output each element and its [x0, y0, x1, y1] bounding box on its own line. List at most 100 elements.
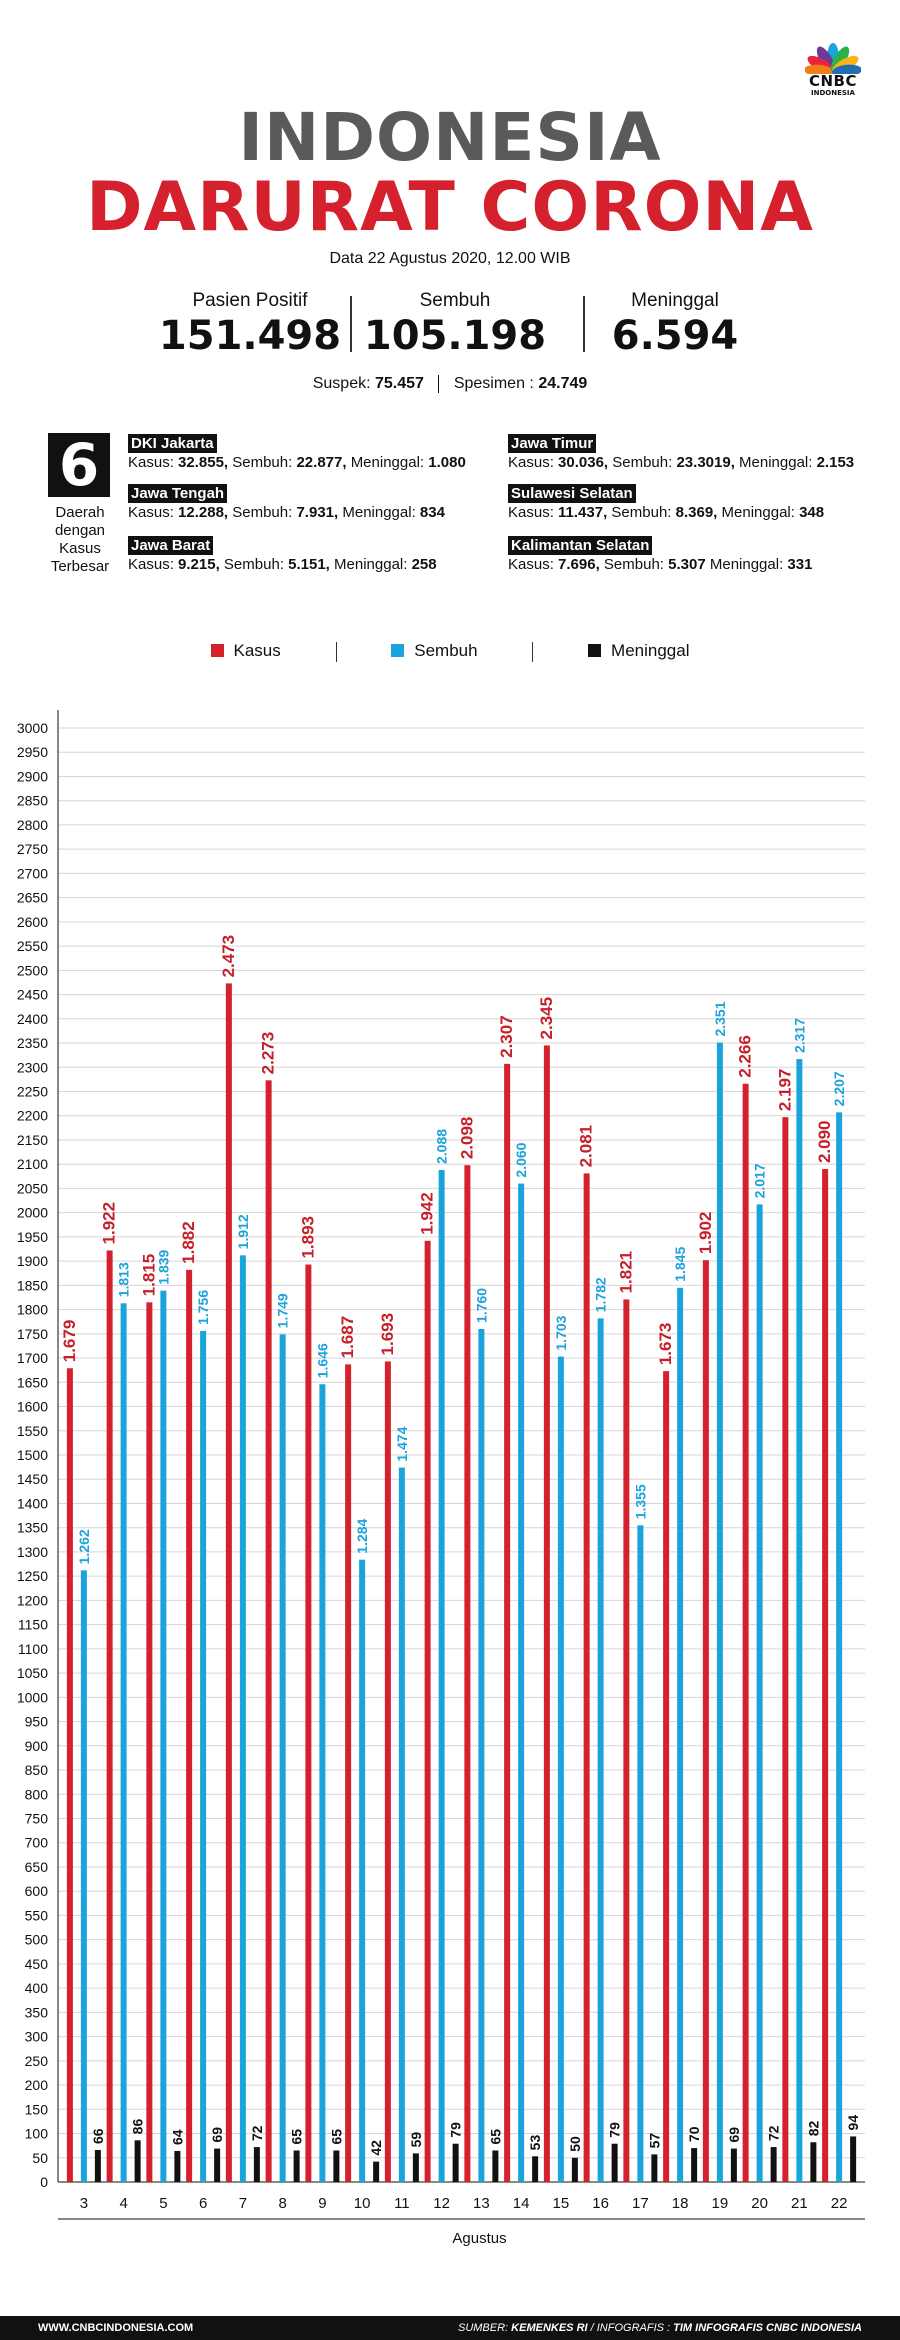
- kasus-label: Kasus:: [508, 454, 554, 471]
- legend-swatch: [391, 644, 405, 657]
- data-label-kasus: 1.821: [616, 1251, 635, 1294]
- bar-kasus: [305, 1264, 312, 2182]
- y-tick-label: 2850: [17, 793, 48, 809]
- data-label-meninggal: 65: [328, 2129, 344, 2145]
- legend-label: Kasus: [233, 641, 281, 660]
- y-tick-label: 1000: [17, 1689, 48, 1705]
- x-tick-label: 21: [791, 2195, 808, 2212]
- legend-swatch: [588, 644, 602, 657]
- region-count: 6: [48, 433, 110, 497]
- footer: WWW.CNBCINDONESIA.COM SUMBER: KEMENKES R…: [0, 2316, 900, 2340]
- y-tick-label: 2900: [17, 768, 48, 784]
- data-label-kasus: 2.307: [497, 1015, 516, 1058]
- bar-sembuh: [796, 1059, 803, 2182]
- title-line2: DARURAT CORONA: [86, 168, 814, 247]
- data-label-meninggal: 57: [646, 2133, 662, 2149]
- bar-meninggal: [373, 2161, 380, 2182]
- bar-kasus: [583, 1173, 590, 2182]
- brand-logo: CNBC INDONESIA: [790, 34, 876, 97]
- y-tick-label: 850: [25, 1762, 49, 1778]
- y-tick-label: 300: [25, 2029, 49, 2045]
- kasus-value: 32.855,: [178, 454, 229, 471]
- region-jawa-timur: Jawa Timur Kasus: 30.036, Sembuh: 23.301…: [508, 434, 854, 472]
- data-label-kasus: 1.679: [60, 1320, 79, 1363]
- y-tick-label: 2400: [17, 1011, 48, 1027]
- kasus-label: Kasus:: [128, 454, 174, 471]
- meninggal-label: Meninggal:: [721, 504, 795, 521]
- data-label-sembuh: 2.088: [434, 1129, 450, 1164]
- x-tick-label: 11: [394, 2195, 410, 2212]
- bar-sembuh: [239, 1255, 246, 2182]
- x-tick-label: 14: [513, 2195, 530, 2212]
- legend-label: Meninggal: [611, 641, 690, 660]
- bar-kasus: [464, 1165, 471, 2182]
- stat-sembuh: Sembuh 105.198: [355, 290, 555, 360]
- data-label-meninggal: 79: [607, 2122, 623, 2138]
- bar-meninggal: [333, 2150, 340, 2182]
- sembuh-value: 5.151,: [288, 556, 330, 573]
- x-tick-label: 16: [592, 2195, 609, 2212]
- data-label-sembuh: 2.351: [712, 1001, 728, 1036]
- data-label-meninggal: 53: [527, 2135, 543, 2151]
- peacock-icon: [805, 43, 861, 74]
- sembuh-value: 23.3019,: [676, 454, 735, 471]
- y-tick-label: 1100: [18, 1641, 48, 1657]
- y-tick-label: 900: [25, 1738, 49, 1754]
- stat-label: Meninggal: [631, 290, 719, 311]
- data-label-sembuh: 1.262: [76, 1529, 92, 1564]
- sembuh-label: Sembuh:: [223, 556, 284, 573]
- bar-meninggal: [253, 2147, 260, 2182]
- meninggal-value: 258: [411, 556, 437, 573]
- region-jawa-barat: Jawa Barat Kasus: 9.215, Sembuh: 5.151, …: [128, 536, 437, 574]
- summary-stats: Pasien Positif 151.498 Sembuh 105.198 Me…: [150, 290, 760, 360]
- region-name: DKI Jakarta: [128, 434, 217, 453]
- y-tick-label: 2150: [17, 1132, 48, 1148]
- kasus-value: 30.036,: [558, 454, 609, 471]
- bar-kasus: [822, 1169, 829, 2182]
- y-tick-label: 1050: [17, 1665, 48, 1681]
- infografis-label: / INFOGRAFIS :: [590, 2322, 671, 2334]
- y-tick-label: 1800: [17, 1302, 48, 1318]
- label-line: Terbesar: [50, 558, 110, 575]
- bar-kasus: [384, 1361, 391, 2182]
- y-tick-label: 2000: [17, 1205, 48, 1221]
- bar-kasus: [146, 1302, 153, 2182]
- x-tick-label: 9: [318, 2195, 326, 2212]
- stat-divider: [583, 296, 585, 352]
- y-tick-label: 0: [40, 2174, 48, 2190]
- kasus-value: 11.437,: [558, 504, 608, 521]
- bar-meninggal: [651, 2154, 658, 2182]
- bar-meninggal: [611, 2143, 618, 2182]
- bar-meninggal: [492, 2150, 499, 2182]
- data-label-sembuh: 1.760: [473, 1288, 489, 1323]
- region-dki-jakarta: DKI Jakarta Kasus: 32.855, Sembuh: 22.87…: [128, 434, 466, 472]
- kasus-label: Kasus:: [128, 504, 174, 521]
- x-tick-label: 4: [119, 2195, 127, 2212]
- y-tick-label: 2750: [17, 841, 48, 857]
- bar-kasus: [663, 1371, 670, 2182]
- y-tick-label: 100: [25, 2126, 49, 2142]
- bar-sembuh: [836, 1112, 843, 2182]
- bar-kasus: [623, 1299, 630, 2182]
- bar-kasus: [66, 1368, 73, 2182]
- x-tick-label: 10: [354, 2195, 371, 2212]
- bar-kasus: [742, 1083, 749, 2182]
- data-label-meninggal: 72: [249, 2125, 265, 2141]
- y-tick-label: 1950: [17, 1229, 48, 1245]
- data-label-meninggal: 72: [766, 2125, 782, 2141]
- y-tick-label: 2600: [17, 914, 48, 930]
- bar-sembuh: [438, 1170, 445, 2182]
- stat-meninggal: Meninggal 6.594: [590, 290, 760, 360]
- data-label-kasus: 1.815: [139, 1254, 158, 1297]
- label-line: dengan: [54, 522, 106, 539]
- bar-kasus: [265, 1080, 272, 2182]
- data-label-kasus: 1.902: [696, 1212, 715, 1255]
- data-label-kasus: 2.098: [457, 1117, 476, 1160]
- y-tick-label: 3000: [17, 720, 48, 736]
- sembuh-value: 5.307: [668, 556, 706, 573]
- bar-sembuh: [80, 1570, 87, 2182]
- secondary-stats: Suspek: 75.457 Spesimen : 24.749: [0, 375, 900, 393]
- bar-meninggal: [850, 2136, 857, 2182]
- suspek-value: 75.457: [374, 375, 424, 393]
- sembuh-label: Sembuh:: [603, 556, 664, 573]
